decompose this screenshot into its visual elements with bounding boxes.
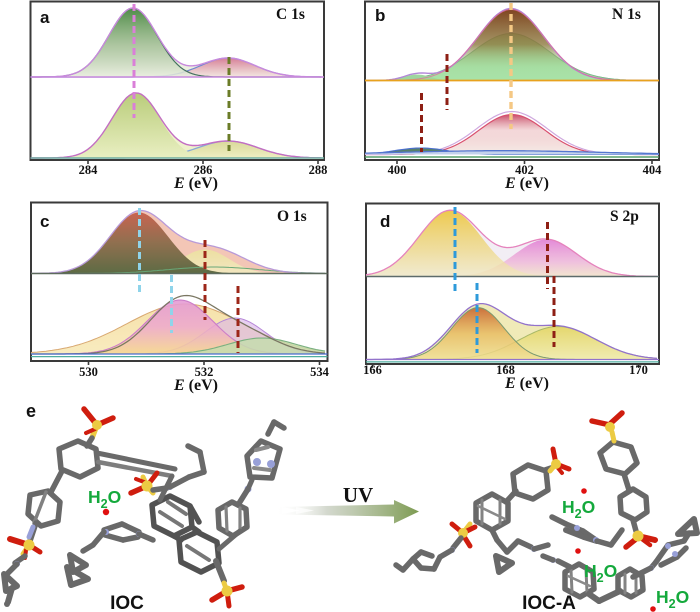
svg-text:H2O: H2O [88,487,121,511]
svg-text:166: 166 [363,363,382,377]
svg-text:H2O: H2O [562,497,595,521]
svg-text:IOC: IOC [110,593,144,612]
svg-text:C 1s: C 1s [276,6,305,23]
svg-text:404: 404 [643,163,663,177]
svg-text:S 2p: S 2p [610,208,639,225]
svg-text:534: 534 [310,365,330,379]
svg-text:IOC-A: IOC-A [522,593,576,612]
svg-text:E (eV): E (eV) [504,375,549,392]
svg-text:H2O: H2O [656,587,689,611]
svg-text:286: 286 [194,163,213,177]
svg-text:288: 288 [309,163,328,177]
svg-text:530: 530 [79,365,98,379]
svg-text:d: d [380,212,390,231]
svg-text:400: 400 [388,163,407,177]
svg-text:E (eV): E (eV) [504,175,549,192]
svg-text:E (eV): E (eV) [173,377,218,394]
svg-text:170: 170 [629,363,648,377]
svg-text:b: b [375,6,385,25]
svg-text:c: c [40,212,49,231]
svg-text:E (eV): E (eV) [173,175,218,192]
svg-text:402: 402 [515,163,534,177]
svg-text:H2O: H2O [584,561,617,585]
svg-text:N 1s: N 1s [612,6,641,23]
svg-text:UV: UV [343,483,373,507]
svg-text:O 1s: O 1s [277,208,307,225]
svg-text:168: 168 [496,363,515,377]
svg-text:e: e [26,401,36,421]
svg-text:a: a [40,8,50,27]
svg-text:532: 532 [195,365,214,379]
svg-text:284: 284 [79,163,99,177]
